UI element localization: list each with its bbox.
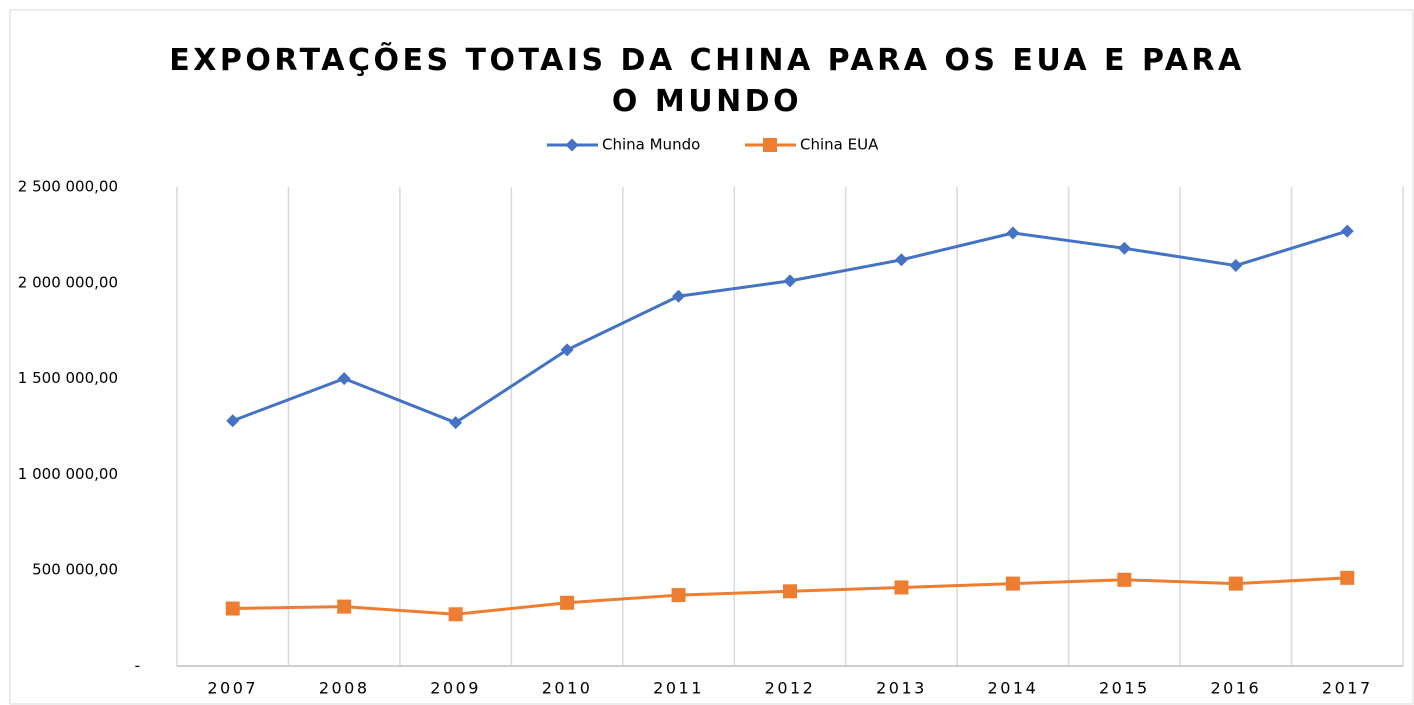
marker bbox=[1117, 241, 1131, 255]
x-tick-label: 2007 bbox=[207, 679, 258, 698]
marker bbox=[448, 607, 463, 622]
x-tick-label: 2015 bbox=[1099, 679, 1150, 698]
y-tick-label: 1 500 000,00 bbox=[18, 369, 118, 387]
x-tick-label: 2013 bbox=[876, 679, 927, 698]
marker bbox=[1006, 226, 1020, 240]
marker bbox=[671, 588, 686, 603]
marker bbox=[560, 343, 574, 357]
marker bbox=[449, 416, 463, 430]
marker bbox=[672, 289, 686, 303]
marker bbox=[894, 580, 909, 595]
marker bbox=[337, 372, 351, 386]
x-tick-label: 2009 bbox=[430, 679, 481, 698]
x-tick-label: 2016 bbox=[1210, 679, 1261, 698]
chart-title: EXPORTAÇÕES TOTAIS DA CHINA PARA OS EUA … bbox=[169, 43, 1245, 119]
chart-border bbox=[9, 9, 1414, 705]
marker bbox=[560, 595, 575, 610]
marker bbox=[1117, 572, 1132, 587]
marker bbox=[783, 274, 797, 288]
y-tick-label: 2 500 000,00 bbox=[18, 178, 118, 196]
marker bbox=[337, 599, 352, 614]
x-tick-label: 2017 bbox=[1322, 679, 1373, 698]
marker bbox=[783, 584, 797, 599]
marker bbox=[894, 253, 908, 267]
marker bbox=[763, 138, 777, 152]
marker bbox=[1340, 570, 1355, 585]
marker bbox=[1229, 259, 1243, 273]
y-tick-label: 500 000,00 bbox=[32, 561, 118, 579]
marker bbox=[565, 138, 579, 152]
x-tick-label: 2010 bbox=[542, 679, 593, 698]
x-tick-label: 2008 bbox=[319, 679, 370, 698]
marker bbox=[1005, 576, 1020, 591]
x-tick-label: 2011 bbox=[653, 679, 704, 698]
y-tick-label: 2 000 000,00 bbox=[18, 273, 118, 291]
marker bbox=[1340, 224, 1354, 238]
y-tick-label: 1 000 000,00 bbox=[18, 465, 118, 483]
x-tick-label: 2012 bbox=[765, 679, 816, 698]
marker bbox=[225, 601, 240, 616]
legend-label: China EUA bbox=[800, 136, 879, 154]
legend-label: China Mundo bbox=[602, 136, 700, 154]
marker bbox=[226, 414, 240, 428]
x-tick-label: 2014 bbox=[988, 679, 1039, 698]
y-tick-label: - bbox=[135, 657, 140, 675]
marker bbox=[1228, 576, 1243, 591]
